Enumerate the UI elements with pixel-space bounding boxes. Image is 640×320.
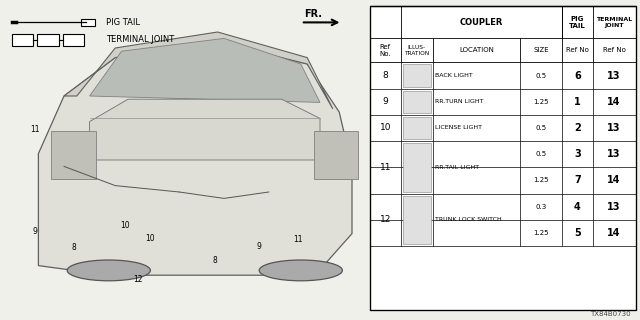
Text: TERMINAL JOINT: TERMINAL JOINT <box>106 36 174 44</box>
Text: 7: 7 <box>574 175 580 186</box>
Text: Ref No: Ref No <box>603 47 625 53</box>
Text: BACK LIGHT: BACK LIGHT <box>435 73 473 78</box>
Text: 1: 1 <box>574 97 580 107</box>
Text: 9: 9 <box>33 228 38 236</box>
Text: 0.5: 0.5 <box>536 151 547 157</box>
Text: FR.: FR. <box>305 9 323 19</box>
Text: 8: 8 <box>383 71 388 80</box>
Text: 11: 11 <box>380 163 391 172</box>
Text: 1.25: 1.25 <box>533 99 549 105</box>
Text: LOCATION: LOCATION <box>459 47 494 53</box>
Text: 13: 13 <box>607 123 621 133</box>
Text: 13: 13 <box>607 202 621 212</box>
Bar <box>403 143 431 192</box>
Text: 6: 6 <box>574 70 580 81</box>
Bar <box>81 19 95 26</box>
Text: 1.25: 1.25 <box>533 230 549 236</box>
Text: 14: 14 <box>607 175 621 186</box>
Text: TERMINAL
JOINT: TERMINAL JOINT <box>596 17 632 28</box>
Text: 10: 10 <box>380 124 391 132</box>
Text: 12: 12 <box>380 215 391 224</box>
Bar <box>403 64 431 87</box>
Text: 11: 11 <box>31 125 40 134</box>
Text: TX84B0730: TX84B0730 <box>590 311 630 317</box>
Ellipse shape <box>67 260 150 281</box>
Text: 10: 10 <box>120 221 130 230</box>
Bar <box>403 196 431 244</box>
Bar <box>51 131 96 179</box>
Text: SIZE: SIZE <box>533 47 549 53</box>
Text: 4: 4 <box>574 202 580 212</box>
Text: 9: 9 <box>257 242 262 251</box>
Bar <box>63 34 84 46</box>
Text: ILLUS-
TRATION: ILLUS- TRATION <box>404 45 429 56</box>
Text: 9: 9 <box>383 97 388 106</box>
Text: 0.3: 0.3 <box>536 204 547 210</box>
Bar <box>314 131 358 179</box>
Bar <box>370 6 636 310</box>
Text: RR.TURN LIGHT: RR.TURN LIGHT <box>435 99 484 104</box>
Text: 13: 13 <box>607 149 621 159</box>
Text: Ref No: Ref No <box>566 47 589 53</box>
Text: PIG
TAIL: PIG TAIL <box>569 16 586 29</box>
Text: Ref
No.: Ref No. <box>380 44 391 57</box>
Bar <box>403 117 431 139</box>
Text: COUPLER: COUPLER <box>460 18 503 27</box>
Text: 8: 8 <box>212 256 217 265</box>
Text: 0.5: 0.5 <box>536 73 547 78</box>
Text: 0.5: 0.5 <box>536 125 547 131</box>
Ellipse shape <box>259 260 342 281</box>
Text: 8: 8 <box>71 244 76 252</box>
Bar <box>403 91 431 113</box>
Text: 13: 13 <box>607 70 621 81</box>
Bar <box>37 34 59 46</box>
Text: 3: 3 <box>574 149 580 159</box>
Polygon shape <box>64 32 333 109</box>
Text: 12: 12 <box>133 276 142 284</box>
Text: 5: 5 <box>574 228 580 238</box>
Bar <box>12 34 33 46</box>
Text: 2: 2 <box>574 123 580 133</box>
Text: 14: 14 <box>607 228 621 238</box>
Polygon shape <box>90 38 320 102</box>
Text: 14: 14 <box>607 97 621 107</box>
Text: PIG TAIL: PIG TAIL <box>106 18 140 27</box>
Polygon shape <box>90 99 320 160</box>
Text: LICENSE LIGHT: LICENSE LIGHT <box>435 125 482 131</box>
Text: RR.TAIL LIGHT: RR.TAIL LIGHT <box>435 165 479 170</box>
Text: 11: 11 <box>293 236 302 244</box>
Polygon shape <box>38 42 352 275</box>
Text: 1.25: 1.25 <box>533 178 549 183</box>
Text: 10: 10 <box>145 234 156 243</box>
Text: TRUNK LOCK SWITCH: TRUNK LOCK SWITCH <box>435 217 502 222</box>
